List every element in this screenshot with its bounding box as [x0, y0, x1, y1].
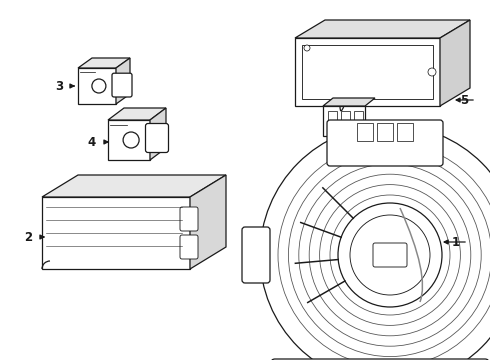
Polygon shape: [323, 98, 375, 106]
Polygon shape: [108, 120, 150, 160]
Bar: [377, 123, 393, 141]
Polygon shape: [78, 58, 130, 68]
Polygon shape: [190, 175, 226, 269]
Bar: [341, 111, 350, 129]
FancyBboxPatch shape: [242, 227, 270, 283]
Polygon shape: [116, 58, 130, 104]
Text: 2: 2: [24, 230, 32, 243]
Polygon shape: [42, 175, 226, 197]
Bar: [354, 111, 363, 129]
Text: 3: 3: [55, 80, 63, 93]
FancyBboxPatch shape: [327, 120, 443, 166]
FancyBboxPatch shape: [146, 123, 169, 153]
Polygon shape: [295, 20, 470, 38]
Polygon shape: [78, 68, 116, 104]
FancyBboxPatch shape: [112, 73, 132, 97]
Circle shape: [123, 132, 139, 148]
FancyBboxPatch shape: [373, 243, 407, 267]
Polygon shape: [295, 38, 440, 106]
Circle shape: [428, 68, 436, 76]
Circle shape: [338, 203, 442, 307]
Circle shape: [92, 79, 106, 93]
Text: 1: 1: [452, 235, 460, 248]
FancyBboxPatch shape: [180, 235, 198, 259]
Circle shape: [350, 215, 430, 295]
Polygon shape: [150, 108, 166, 160]
Polygon shape: [108, 108, 166, 120]
FancyBboxPatch shape: [180, 207, 198, 231]
Bar: [302, 45, 433, 99]
Bar: [323, 106, 365, 136]
Bar: [328, 111, 337, 129]
Circle shape: [304, 45, 310, 51]
Polygon shape: [42, 197, 190, 269]
Text: 5: 5: [460, 94, 468, 107]
FancyBboxPatch shape: [271, 359, 489, 360]
Circle shape: [260, 125, 490, 360]
Polygon shape: [440, 20, 470, 106]
Text: 4: 4: [88, 135, 96, 149]
Bar: [397, 123, 413, 141]
Bar: [357, 123, 373, 141]
